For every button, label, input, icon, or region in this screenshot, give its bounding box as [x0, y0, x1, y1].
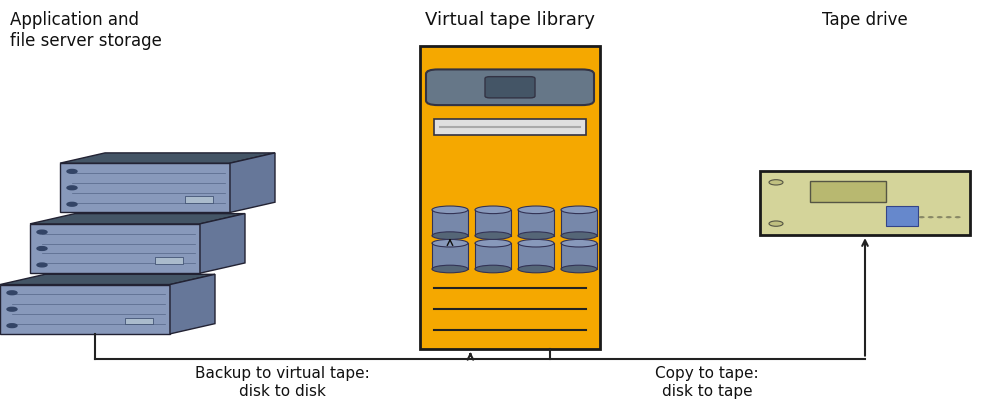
FancyBboxPatch shape — [810, 181, 886, 202]
FancyBboxPatch shape — [518, 210, 554, 236]
Circle shape — [67, 186, 77, 190]
Polygon shape — [30, 224, 200, 273]
Circle shape — [67, 203, 77, 206]
Ellipse shape — [561, 265, 597, 273]
Circle shape — [37, 230, 47, 234]
FancyBboxPatch shape — [475, 210, 511, 236]
Circle shape — [37, 247, 47, 250]
Polygon shape — [30, 214, 245, 224]
Circle shape — [955, 216, 961, 218]
Circle shape — [769, 180, 783, 185]
Text: Application and
file server storage: Application and file server storage — [10, 11, 162, 50]
FancyBboxPatch shape — [155, 257, 183, 264]
Circle shape — [37, 263, 47, 267]
Polygon shape — [0, 274, 215, 285]
FancyBboxPatch shape — [432, 210, 468, 236]
Ellipse shape — [475, 239, 511, 247]
Text: Tape drive: Tape drive — [822, 11, 908, 29]
FancyBboxPatch shape — [475, 243, 511, 269]
FancyBboxPatch shape — [432, 243, 468, 269]
Circle shape — [937, 216, 943, 218]
Circle shape — [919, 216, 925, 218]
Polygon shape — [200, 214, 245, 273]
FancyBboxPatch shape — [485, 77, 535, 98]
FancyBboxPatch shape — [886, 206, 918, 225]
Circle shape — [769, 221, 783, 226]
Polygon shape — [60, 153, 275, 163]
Ellipse shape — [561, 239, 597, 247]
FancyBboxPatch shape — [561, 210, 597, 236]
Polygon shape — [60, 163, 230, 213]
FancyBboxPatch shape — [420, 46, 600, 349]
Ellipse shape — [561, 206, 597, 214]
Polygon shape — [230, 153, 275, 213]
Circle shape — [7, 307, 17, 311]
Ellipse shape — [432, 232, 468, 239]
Ellipse shape — [561, 232, 597, 239]
Text: Copy to tape:
disk to tape: Copy to tape: disk to tape — [655, 366, 759, 399]
Ellipse shape — [518, 239, 554, 247]
Circle shape — [928, 216, 934, 218]
Circle shape — [7, 291, 17, 295]
Circle shape — [67, 170, 77, 173]
Ellipse shape — [518, 232, 554, 239]
Circle shape — [946, 216, 952, 218]
Ellipse shape — [475, 232, 511, 239]
FancyBboxPatch shape — [760, 171, 970, 235]
Text: Virtual tape library: Virtual tape library — [425, 11, 595, 29]
FancyBboxPatch shape — [426, 69, 594, 105]
Ellipse shape — [432, 206, 468, 214]
Polygon shape — [170, 274, 215, 334]
FancyBboxPatch shape — [434, 119, 586, 135]
FancyBboxPatch shape — [518, 243, 554, 269]
Ellipse shape — [518, 265, 554, 273]
FancyBboxPatch shape — [185, 196, 213, 203]
Ellipse shape — [432, 239, 468, 247]
Polygon shape — [0, 285, 170, 334]
Ellipse shape — [475, 206, 511, 214]
Text: Backup to virtual tape:
disk to disk: Backup to virtual tape: disk to disk — [195, 366, 370, 399]
Ellipse shape — [432, 265, 468, 273]
FancyBboxPatch shape — [125, 318, 153, 324]
Ellipse shape — [518, 206, 554, 214]
Circle shape — [7, 324, 17, 328]
FancyBboxPatch shape — [561, 243, 597, 269]
Ellipse shape — [475, 265, 511, 273]
